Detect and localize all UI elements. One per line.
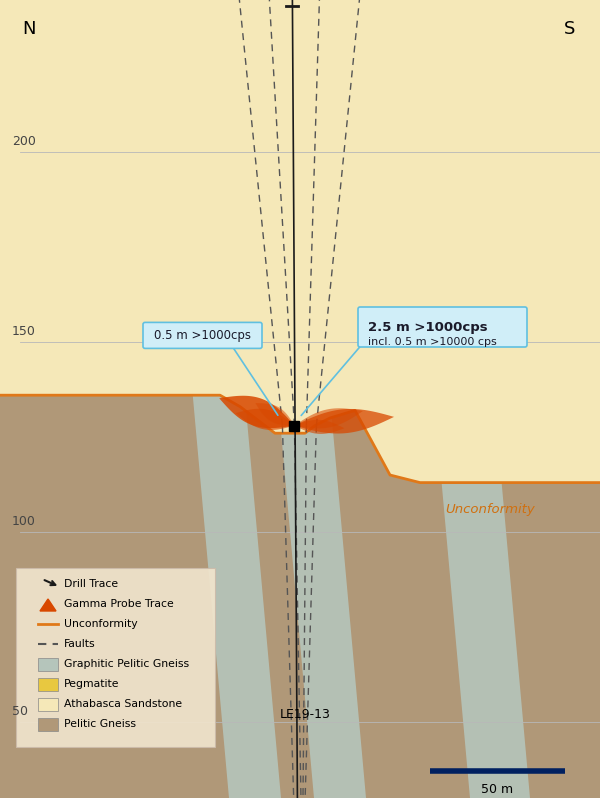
Text: Unconformity: Unconformity [445, 503, 535, 516]
Polygon shape [256, 403, 295, 425]
Text: S: S [563, 20, 575, 38]
Polygon shape [242, 0, 366, 798]
Polygon shape [295, 409, 394, 433]
Text: N: N [22, 20, 35, 38]
Text: 100: 100 [12, 515, 36, 528]
Text: 50 m: 50 m [481, 784, 514, 796]
Polygon shape [40, 599, 56, 611]
Text: Unconformity: Unconformity [64, 619, 137, 629]
Polygon shape [398, 0, 530, 798]
Text: incl. 0.5 m >10000 cps: incl. 0.5 m >10000 cps [368, 337, 497, 347]
Text: Gamma Probe Trace: Gamma Probe Trace [64, 599, 174, 609]
Text: Faults: Faults [64, 639, 95, 649]
Text: 200: 200 [12, 135, 36, 148]
Polygon shape [0, 0, 600, 483]
Text: 0.5 m >1000cps: 0.5 m >1000cps [154, 329, 251, 342]
Polygon shape [0, 395, 600, 798]
Text: Pelitic Gneiss: Pelitic Gneiss [64, 719, 136, 729]
Text: Athabasca Sandstone: Athabasca Sandstone [64, 699, 182, 709]
Text: Graphitic Pelitic Gneiss: Graphitic Pelitic Gneiss [64, 659, 189, 669]
FancyBboxPatch shape [38, 678, 58, 691]
FancyBboxPatch shape [16, 568, 215, 747]
Polygon shape [236, 409, 295, 430]
Text: 50: 50 [12, 705, 28, 718]
FancyBboxPatch shape [358, 307, 527, 347]
FancyBboxPatch shape [38, 698, 58, 711]
Text: LE19-13: LE19-13 [280, 708, 331, 721]
FancyBboxPatch shape [38, 718, 58, 731]
Polygon shape [295, 409, 363, 429]
Polygon shape [295, 420, 344, 434]
Polygon shape [219, 396, 295, 428]
FancyBboxPatch shape [143, 322, 262, 349]
Text: Drill Trace: Drill Trace [64, 579, 118, 589]
Text: 150: 150 [12, 325, 36, 338]
FancyBboxPatch shape [38, 658, 58, 671]
Text: 2.5 m >1000cps: 2.5 m >1000cps [368, 322, 488, 334]
Text: Pegmatite: Pegmatite [64, 679, 119, 689]
Polygon shape [157, 0, 281, 798]
